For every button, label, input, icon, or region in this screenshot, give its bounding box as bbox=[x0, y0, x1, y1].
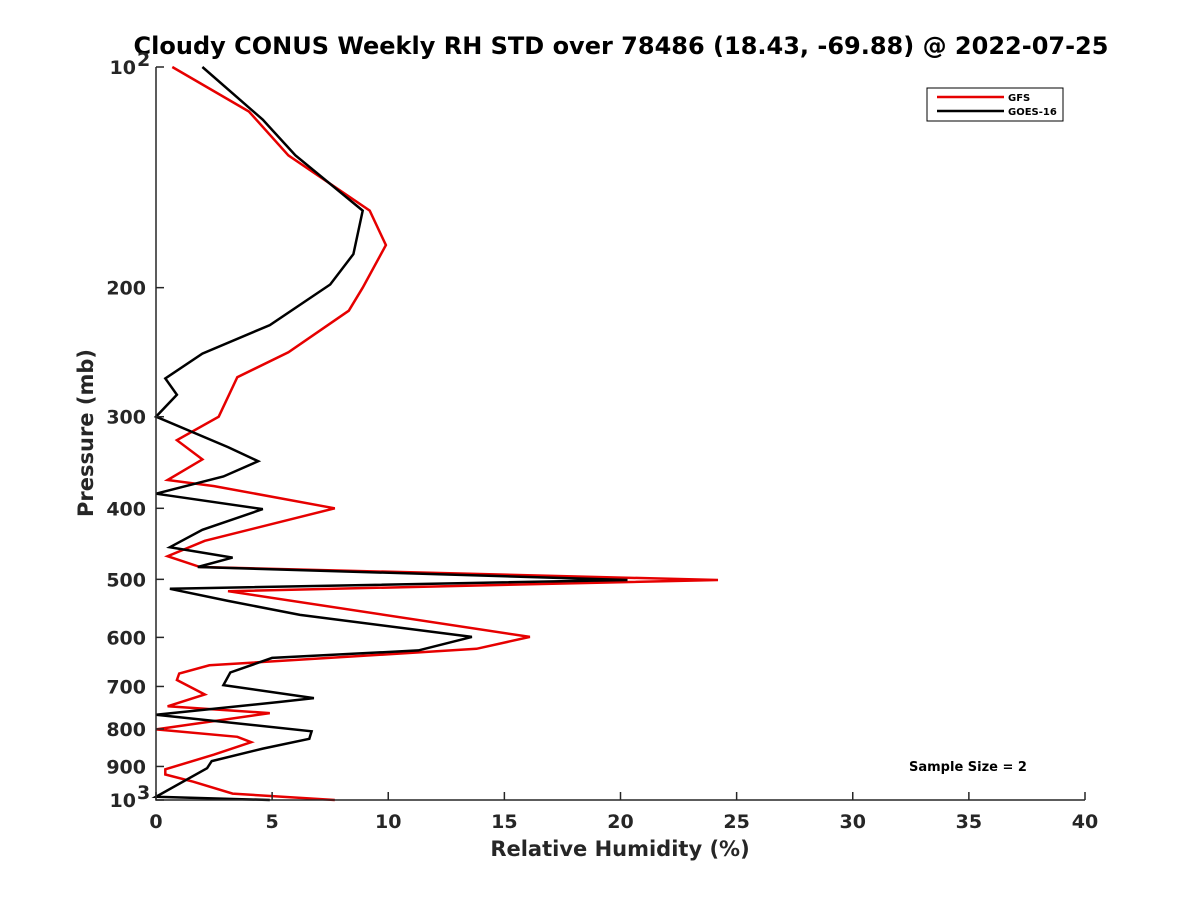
y-tick-label: 600 bbox=[106, 627, 146, 649]
x-tick-label: 20 bbox=[607, 811, 633, 833]
x-axis-ticks: 0 5 10 15 20 25 30 35 40 bbox=[149, 792, 1098, 833]
x-tick-label: 40 bbox=[1072, 811, 1098, 833]
series-line-goes-16 bbox=[151, 66, 628, 802]
legend: GFS GOES-16 bbox=[926, 87, 1064, 122]
y-tick-label: 900 bbox=[106, 756, 146, 778]
x-tick-label: 0 bbox=[149, 811, 162, 833]
sample-size-annotation: Sample Size = 2 bbox=[909, 760, 1027, 775]
y-tick-label: 400 bbox=[106, 498, 146, 520]
y-tick-label: 500 bbox=[106, 569, 146, 591]
y-tick-label-exponent: 3 bbox=[137, 782, 150, 804]
chart-title: Cloudy CONUS Weekly RH STD over 78486 (1… bbox=[134, 32, 1109, 60]
y-tick-label: 10 bbox=[110, 790, 136, 812]
legend-label-gfs: GFS bbox=[1008, 93, 1030, 104]
y-tick-label: 800 bbox=[106, 719, 146, 741]
y-tick-label: 300 bbox=[106, 407, 146, 429]
legend-box bbox=[926, 87, 1064, 122]
series-layer bbox=[151, 65, 719, 802]
y-tick-label: 700 bbox=[106, 676, 146, 698]
x-tick-label: 30 bbox=[840, 811, 866, 833]
y-tick-label-exponent: 2 bbox=[137, 49, 150, 71]
plot-area: 0 5 10 15 20 25 30 35 40 10 220030040050060070080… bbox=[106, 49, 1098, 833]
x-tick-label: 35 bbox=[956, 811, 982, 833]
x-tick-label: 5 bbox=[266, 811, 279, 833]
y-axis-label: Pressure (mb) bbox=[74, 349, 98, 517]
x-tick-label: 15 bbox=[491, 811, 517, 833]
y-tick-label: 10 bbox=[110, 57, 136, 79]
y-tick-label: 200 bbox=[106, 278, 146, 300]
legend-label-goes-16: GOES-16 bbox=[1008, 107, 1057, 118]
x-tick-label: 25 bbox=[723, 811, 749, 833]
x-axis-label: Relative Humidity (%) bbox=[490, 837, 749, 861]
x-tick-label: 10 bbox=[375, 811, 401, 833]
series-line-gfs bbox=[155, 65, 719, 802]
